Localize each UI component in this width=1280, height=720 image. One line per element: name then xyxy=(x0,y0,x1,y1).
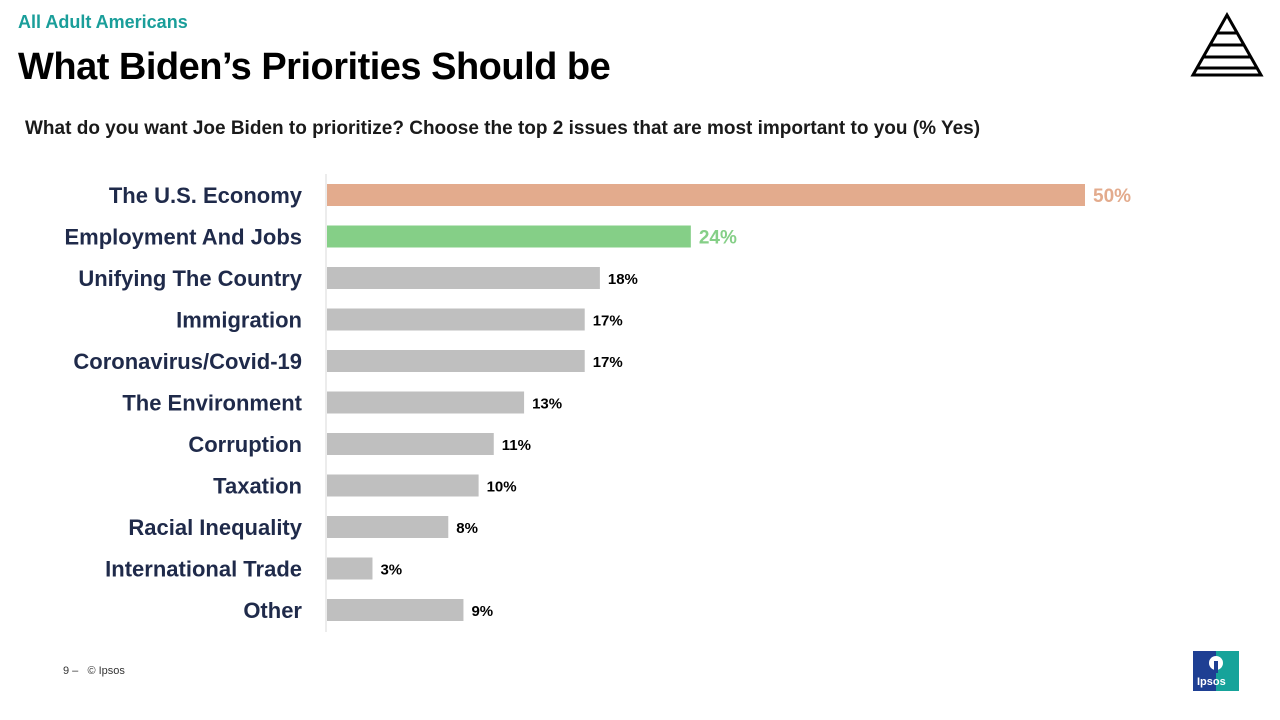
value-label: 3% xyxy=(380,562,402,579)
category-label: Other xyxy=(243,598,302,623)
bar xyxy=(327,184,1085,206)
value-label: 10% xyxy=(487,479,517,496)
category-label: The U.S. Economy xyxy=(109,183,303,208)
value-label: 13% xyxy=(532,396,562,413)
value-label: 8% xyxy=(456,520,478,537)
page-title: What Biden’s Priorities Should be xyxy=(18,46,611,88)
bar xyxy=(327,433,494,455)
page-number: 9 – xyxy=(63,665,79,677)
audience-label: All Adult Americans xyxy=(18,12,188,32)
bar xyxy=(327,391,525,414)
category-label: Racial Inequality xyxy=(128,515,302,540)
category-label: International Trade xyxy=(105,557,302,582)
category-label: The Environment xyxy=(122,391,302,416)
category-label: Unifying The Country xyxy=(78,266,302,291)
category-label: Corruption xyxy=(188,432,302,457)
value-label: 18% xyxy=(608,271,638,288)
bar xyxy=(327,225,691,248)
bar xyxy=(327,474,479,497)
category-label: Taxation xyxy=(213,474,302,499)
value-label: 50% xyxy=(1093,186,1131,207)
category-label: Immigration xyxy=(176,308,302,333)
bar xyxy=(327,308,585,331)
value-label: 11% xyxy=(502,437,531,454)
value-label: 17% xyxy=(593,313,623,330)
ipsos-brand-text: Ipsos xyxy=(1197,676,1226,688)
value-label: 9% xyxy=(471,603,493,620)
copyright: © Ipsos xyxy=(87,665,125,677)
pyramid-logo-icon xyxy=(1190,12,1264,77)
question-text: What do you want Joe Biden to prioritize… xyxy=(25,118,981,139)
bar xyxy=(327,267,600,289)
ipsos-logo-icon xyxy=(1193,651,1239,691)
value-label: 17% xyxy=(593,354,623,371)
bar xyxy=(327,350,585,372)
bar xyxy=(327,599,464,621)
footer-text: 9 – © Ipsos xyxy=(63,665,125,677)
category-label: Coronavirus/Covid-19 xyxy=(73,349,302,374)
bar xyxy=(327,516,449,538)
category-label: Employment And Jobs xyxy=(64,225,302,250)
value-label: 24% xyxy=(699,228,737,249)
bar xyxy=(327,557,373,580)
